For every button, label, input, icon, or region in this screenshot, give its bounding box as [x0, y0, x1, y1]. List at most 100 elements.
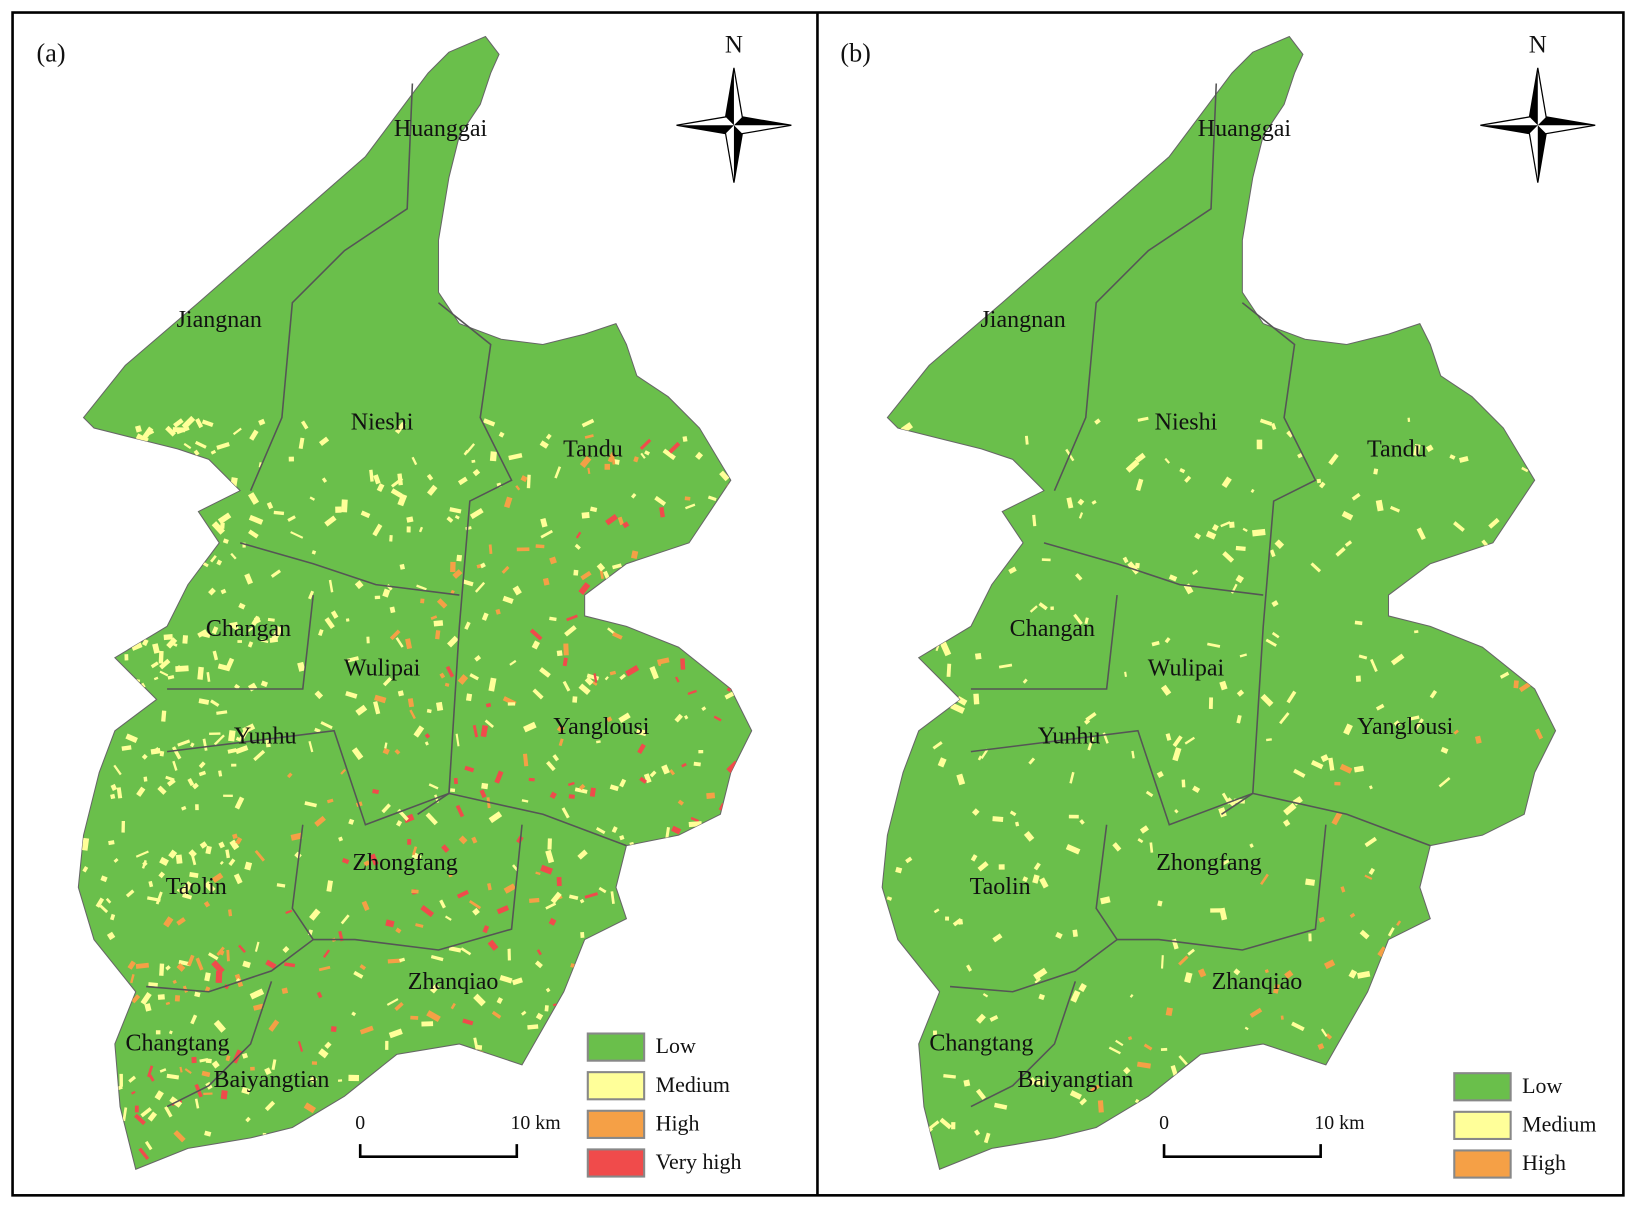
risk-patch — [460, 947, 472, 956]
risk-patch — [211, 960, 225, 975]
risk-patch — [552, 1003, 557, 1007]
risk-patch — [738, 692, 750, 697]
risk-patch — [308, 740, 314, 753]
risk-patch — [261, 1155, 269, 1165]
risk-patch — [681, 551, 689, 557]
risk-patch — [717, 914, 724, 927]
risk-patch — [105, 593, 117, 597]
place-name: Jiangnan — [177, 307, 262, 333]
risk-patch — [1320, 1028, 1328, 1037]
risk-patch — [326, 880, 333, 892]
risk-patch — [326, 798, 334, 804]
risk-patch — [246, 626, 255, 633]
risk-patch — [330, 1026, 337, 1033]
risk-patch — [481, 612, 489, 621]
risk-patch — [688, 821, 702, 828]
risk-patch — [607, 993, 616, 1002]
risk-patch — [1063, 1152, 1073, 1162]
risk-patch — [251, 615, 261, 627]
risk-patch — [340, 914, 350, 925]
risk-patch — [450, 788, 456, 793]
risk-patch — [633, 563, 638, 572]
risk-patch — [1403, 1114, 1410, 1121]
risk-patch — [521, 799, 529, 803]
risk-patch — [175, 665, 182, 671]
risk-patch — [1272, 983, 1280, 994]
risk-patch — [1134, 1098, 1140, 1104]
place-name: Jiangnan — [980, 307, 1065, 333]
risk-patch — [604, 463, 611, 470]
risk-patch — [416, 584, 427, 591]
risk-patch — [425, 812, 438, 826]
risk-patch — [456, 1157, 467, 1164]
risk-patch — [1151, 640, 1160, 647]
risk-patch — [694, 604, 700, 614]
risk-patch — [549, 556, 557, 565]
risk-patch — [345, 618, 350, 622]
risk-patch — [627, 563, 640, 572]
risk-patch — [445, 665, 455, 678]
risk-patch — [341, 499, 348, 513]
risk-patch — [472, 468, 481, 477]
risk-patch — [87, 682, 100, 688]
risk-patch — [584, 434, 594, 439]
risk-patch — [134, 1113, 146, 1126]
risk-patch — [693, 761, 701, 767]
risk-patch — [201, 1070, 211, 1078]
risk-patch — [523, 721, 537, 733]
risk-patch — [168, 849, 178, 859]
risk-patch — [100, 875, 108, 883]
risk-patch — [1334, 781, 1341, 786]
place-name: Zhongfang — [1156, 850, 1261, 876]
risk-patch — [1348, 969, 1358, 979]
risk-patch — [474, 581, 486, 593]
risk-patch — [1178, 955, 1189, 966]
risk-patch — [248, 529, 259, 539]
risk-patch — [386, 1161, 396, 1170]
risk-patch — [441, 844, 450, 853]
risk-patch — [675, 613, 683, 621]
risk-patch — [539, 667, 551, 678]
risk-patch — [218, 841, 225, 849]
risk-patch — [437, 1114, 444, 1127]
risk-patch — [1033, 967, 1048, 981]
risk-patch — [945, 916, 950, 921]
risk-patch — [1069, 771, 1075, 784]
risk-patch — [450, 589, 455, 595]
risk-patch — [321, 477, 328, 483]
risk-patch — [397, 690, 404, 697]
risk-patch — [1072, 929, 1078, 937]
risk-patch — [99, 904, 109, 914]
risk-patch — [266, 501, 274, 510]
risk-patch — [468, 899, 482, 910]
risk-patch — [159, 856, 169, 867]
risk-patch — [89, 752, 102, 762]
risk-patch — [373, 474, 381, 485]
risk-patch — [1529, 537, 1533, 542]
risk-patch — [1249, 1007, 1263, 1018]
risk-patch — [233, 873, 243, 885]
risk-patch — [194, 991, 201, 998]
risk-patch — [157, 785, 167, 795]
risk-patch — [1174, 809, 1179, 814]
risk-patch — [90, 651, 100, 665]
risk-patch — [570, 963, 575, 968]
risk-patch — [496, 905, 510, 915]
risk-patch — [449, 507, 462, 514]
risk-patch — [975, 1088, 987, 1101]
risk-patch — [287, 772, 293, 779]
risk-patch — [1145, 790, 1154, 798]
risk-patch — [974, 1129, 981, 1136]
risk-patch — [136, 540, 141, 546]
risk-patch — [956, 773, 966, 786]
risk-patch — [1221, 476, 1232, 488]
risk-patch — [361, 900, 370, 912]
risk-patch — [418, 526, 424, 533]
risk-patch — [1009, 810, 1017, 817]
risk-patch — [1323, 1096, 1328, 1101]
risk-patch — [584, 892, 599, 899]
risk-patch — [360, 510, 371, 519]
risk-patch — [1417, 1152, 1427, 1165]
risk-patch — [524, 1071, 537, 1076]
